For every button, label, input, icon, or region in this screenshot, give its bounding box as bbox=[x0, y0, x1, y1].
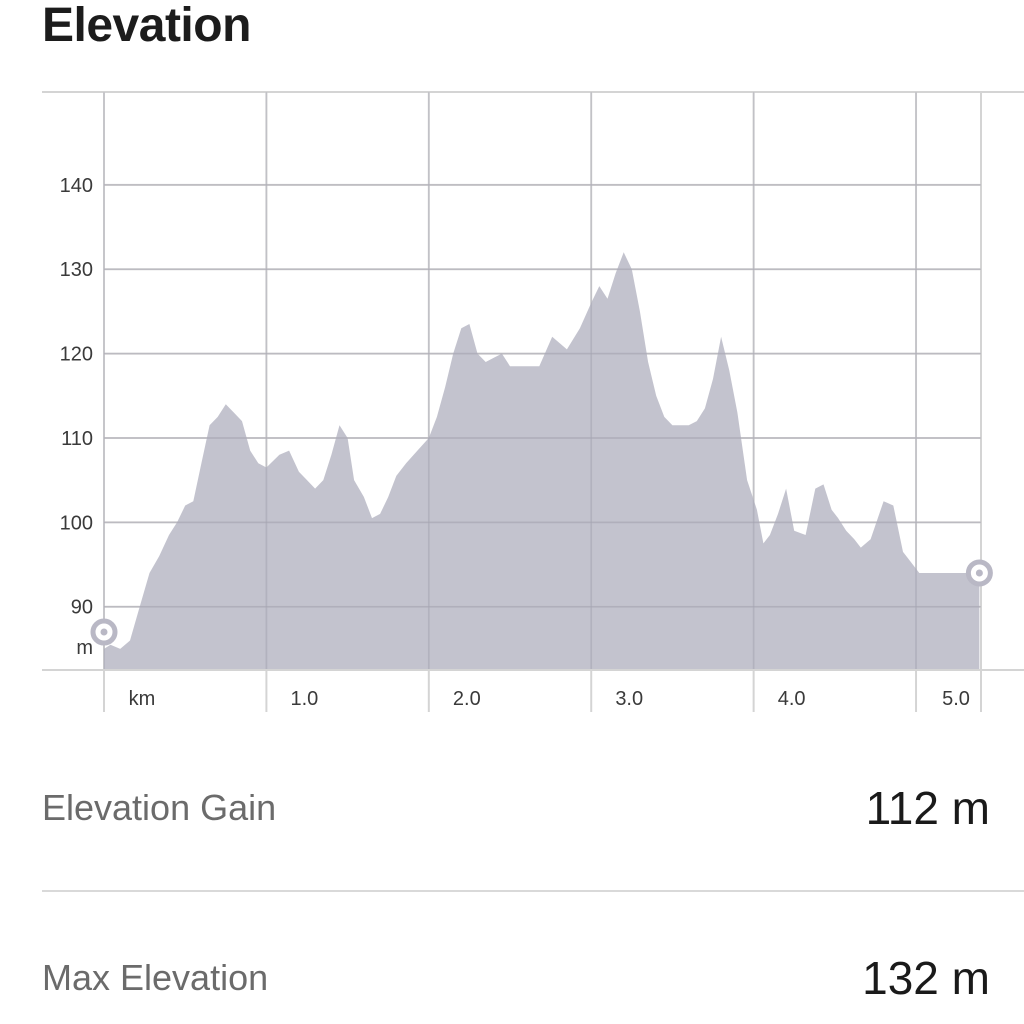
y-tick-label: 90 bbox=[71, 597, 93, 619]
y-tick-label: 130 bbox=[60, 259, 93, 281]
y-tick-label: 120 bbox=[60, 344, 93, 366]
y-tick-label: 100 bbox=[60, 512, 93, 534]
max-elevation-row: Max Elevation 132 m bbox=[42, 948, 990, 1008]
max-elevation-value: 132 m bbox=[862, 952, 990, 1004]
elevation-gain-value: 112 m bbox=[865, 782, 990, 834]
page-title: Elevation bbox=[42, 0, 251, 52]
elevation-gain-row: Elevation Gain 112 m bbox=[42, 778, 990, 838]
y-axis-label: m bbox=[76, 637, 93, 659]
x-tick-label: 2.0 bbox=[453, 688, 481, 710]
end-marker bbox=[965, 559, 993, 587]
elevation-chart: 90 100 110 120 130 140 m km 1.0 2.0 3.0 4.0 5.0 bbox=[42, 91, 1024, 712]
elevation-gain-label: Elevation Gain bbox=[42, 787, 277, 828]
max-elevation-label: Max Elevation bbox=[42, 957, 269, 998]
x-tick-label: 4.0 bbox=[778, 688, 806, 710]
x-tick-label: 5.0 bbox=[942, 688, 970, 710]
elevation-area bbox=[104, 252, 980, 671]
x-axis-label: km bbox=[129, 688, 156, 710]
stats-divider bbox=[42, 890, 1024, 892]
x-tick-label: 1.0 bbox=[291, 688, 319, 710]
start-marker bbox=[90, 618, 118, 646]
y-tick-label: 140 bbox=[60, 175, 93, 197]
x-tick-label: 3.0 bbox=[615, 688, 643, 710]
y-tick-label: 110 bbox=[61, 428, 93, 450]
